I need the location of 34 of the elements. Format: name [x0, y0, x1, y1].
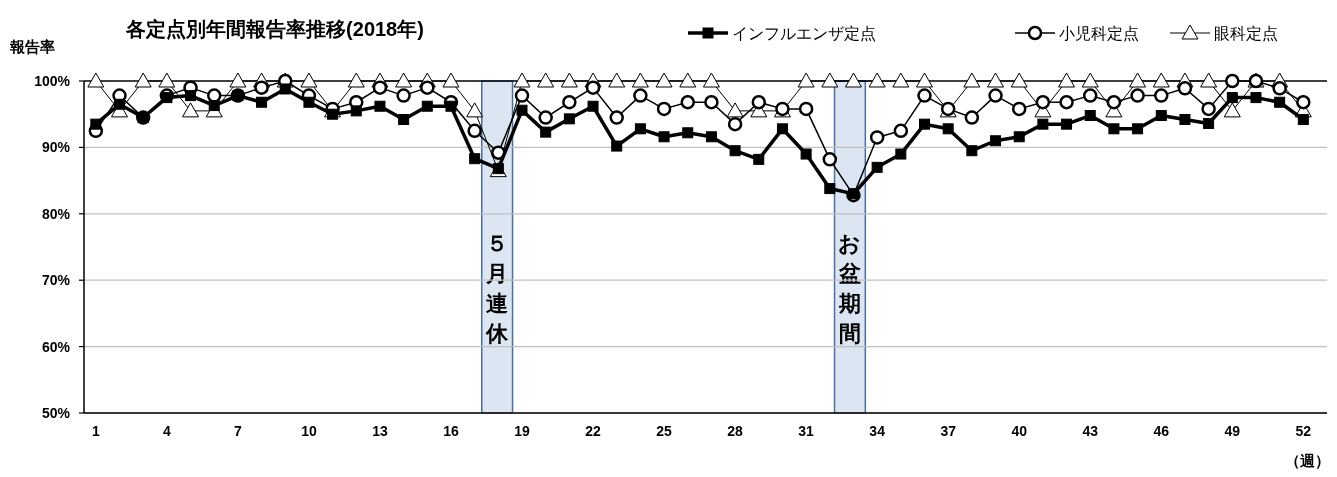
x-tick-label: 13 [372, 423, 388, 439]
x-tick-label: 22 [585, 423, 602, 439]
y-tick-label: 70% [41, 272, 71, 289]
y-tick-label: 50% [41, 405, 71, 421]
x-tick-label: 46 [1153, 423, 1170, 439]
x-tick-label: 16 [443, 423, 459, 439]
x-axis-title: （週） [1285, 452, 1330, 469]
band-label: ５月連休 [485, 231, 510, 346]
x-tick-label: 4 [162, 423, 171, 439]
y-tick-label: 90% [41, 139, 71, 156]
x-tick-label: 19 [514, 423, 531, 439]
x-tick-label: 34 [869, 423, 886, 439]
x-tick-label: 7 [234, 423, 242, 439]
x-tick-label: 28 [727, 423, 744, 439]
x-tick-label: 10 [301, 423, 317, 439]
x-tick-label: 43 [1082, 423, 1099, 439]
x-tick-label: 40 [1011, 423, 1028, 439]
x-tick-label: 31 [798, 423, 815, 439]
x-tick-label: 37 [940, 423, 957, 439]
y-tick-label: 100% [34, 73, 71, 89]
band: お盆期間 [833, 80, 867, 414]
band: ５月連休 [481, 80, 514, 414]
band-label: お盆期間 [837, 231, 862, 346]
x-tick-label: 49 [1224, 423, 1241, 439]
chart-title: 各定点別年間報告率推移(2018年) [125, 18, 424, 40]
x-tick-label: 52 [1295, 423, 1312, 439]
legend-label: 眼科定点 [1214, 25, 1278, 42]
y-tick-label: 60% [41, 338, 71, 355]
x-tick-label: 1 [91, 423, 100, 439]
y-axis-title: 報告率 [9, 38, 55, 55]
x-tick-label: 25 [656, 423, 673, 439]
legend-label: インフルエンザ定点 [732, 25, 876, 42]
y-tick-label: 80% [41, 205, 71, 222]
legend-label: 小児科定点 [1059, 25, 1139, 42]
